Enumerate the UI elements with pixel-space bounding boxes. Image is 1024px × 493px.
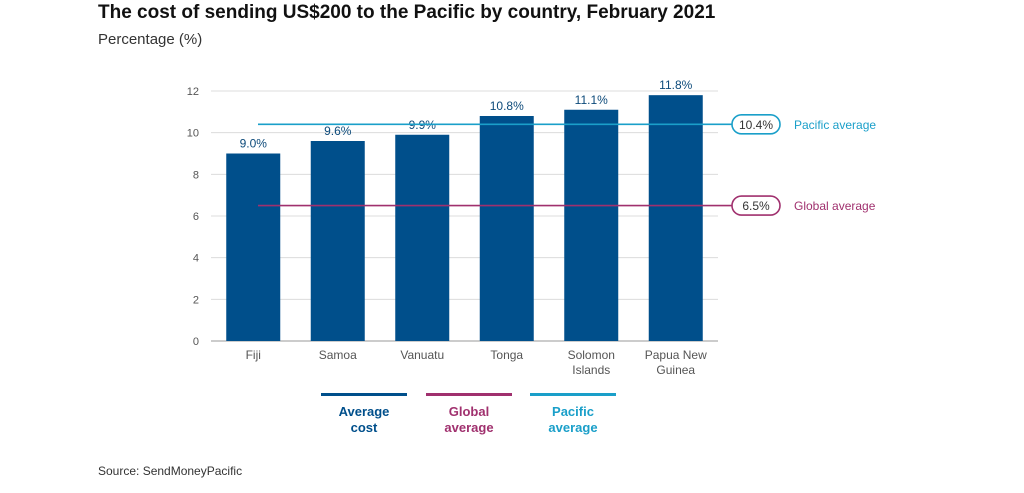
x-category-label-4-1: Islands bbox=[572, 363, 610, 377]
y-tick-label-4: 4 bbox=[193, 253, 199, 265]
legend-label-pacific-average: Pacific average bbox=[548, 404, 598, 435]
legend-item-global-average: Global average bbox=[426, 393, 512, 436]
chart-subtitle: Percentage (%) bbox=[98, 31, 203, 48]
source-note: Source: SendMoneyPacific bbox=[98, 464, 243, 478]
bar-1 bbox=[310, 141, 365, 341]
chart-legend: Average cost Global average Pacific aver… bbox=[0, 393, 1024, 443]
legend-label-average-cost: Average cost bbox=[338, 404, 390, 435]
reference-name-label-0: Global average bbox=[794, 199, 876, 213]
x-category-label-2-0: Vanuatu bbox=[400, 348, 444, 362]
bar-5 bbox=[648, 95, 703, 342]
legend-swatch-global-average bbox=[426, 393, 512, 396]
legend-swatch-average-cost bbox=[321, 393, 407, 396]
reference-value-label-0: 6.5% bbox=[742, 199, 770, 213]
bar-value-label-0: 9.0% bbox=[240, 137, 268, 151]
x-category-label-5-0: Papua New bbox=[645, 348, 707, 362]
legend-item-pacific-average: Pacific average bbox=[530, 393, 616, 436]
x-category-label-0-0: Fiji bbox=[246, 348, 261, 362]
legend-item-average-cost: Average cost bbox=[321, 393, 407, 436]
y-tick-label-2: 2 bbox=[193, 294, 199, 306]
bar-3 bbox=[479, 116, 534, 341]
x-category-label-5-1: Guinea bbox=[656, 363, 695, 377]
bar-value-label-5: 11.8% bbox=[659, 78, 692, 92]
reference-value-label-1: 10.4% bbox=[739, 118, 773, 132]
x-category-label-3-0: Tonga bbox=[490, 348, 523, 362]
bar-4 bbox=[564, 109, 619, 341]
bar-value-label-1: 9.6% bbox=[324, 124, 352, 138]
legend-label-global-average: Global average bbox=[444, 404, 494, 435]
bar-value-label-3: 10.8% bbox=[490, 99, 524, 113]
legend-swatch-pacific-average bbox=[530, 393, 616, 396]
bar-2 bbox=[395, 134, 450, 341]
y-tick-label-0: 0 bbox=[193, 336, 199, 348]
bar-0 bbox=[226, 153, 281, 341]
bar-value-label-4: 11.1% bbox=[575, 93, 608, 107]
y-tick-label-10: 10 bbox=[187, 128, 199, 140]
chart-title: The cost of sending US$200 to the Pacifi… bbox=[98, 2, 716, 23]
y-tick-label-12: 12 bbox=[187, 86, 199, 98]
x-category-label-1-0: Samoa bbox=[319, 348, 357, 362]
reference-name-label-1: Pacific average bbox=[794, 118, 876, 132]
y-tick-label-6: 6 bbox=[193, 211, 199, 223]
y-tick-label-8: 8 bbox=[193, 169, 199, 181]
reference-pill-1 bbox=[731, 114, 781, 135]
x-category-label-4-0: Solomon bbox=[568, 348, 615, 362]
reference-pill-0 bbox=[731, 195, 781, 216]
